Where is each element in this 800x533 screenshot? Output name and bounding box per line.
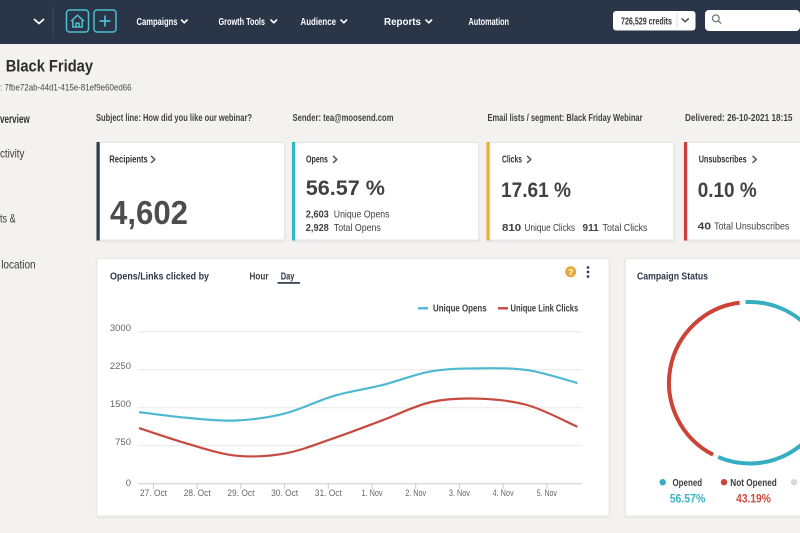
- svg-text:Day: Day: [281, 271, 295, 283]
- svg-text:5. Nov: 5. Nov: [537, 488, 557, 499]
- svg-text:Unique Link Clicks: Unique Link Clicks: [511, 303, 579, 315]
- svg-text:Email lists / segment: Black F: Email lists / segment: Black Friday Webi…: [488, 112, 643, 124]
- svg-text:Opened: Opened: [673, 477, 703, 489]
- svg-text:810: 810: [502, 222, 521, 234]
- svg-text:Total Clicks: Total Clicks: [603, 222, 648, 234]
- svg-text:0: 0: [126, 478, 131, 489]
- svg-text:ts &: ts &: [0, 211, 16, 225]
- svg-text:1. Nov: 1. Nov: [362, 488, 383, 499]
- svg-text:Not Opened: Not Opened: [730, 477, 777, 489]
- svg-text:2,603: 2,603: [306, 209, 329, 221]
- svg-text:30. Oct: 30. Oct: [271, 488, 298, 499]
- svg-text:: 7fbe72ab-44d1-415e-81ef9e60e: : 7fbe72ab-44d1-415e-81ef9e60ed66: [0, 83, 132, 94]
- svg-text:28. Oct: 28. Oct: [184, 488, 211, 499]
- svg-text:Hour: Hour: [250, 271, 269, 283]
- svg-text:Campaign Status: Campaign Status: [637, 271, 708, 283]
- svg-text:Delivered: 26-10-2021 18:15: Delivered: 26-10-2021 18:15: [685, 112, 793, 124]
- svg-text:Total Unsubscribes: Total Unsubscribes: [714, 221, 789, 233]
- svg-text:?: ?: [568, 267, 573, 277]
- svg-text:31. Oct: 31. Oct: [315, 488, 342, 499]
- svg-text:Unsubscribes: Unsubscribes: [699, 153, 747, 165]
- svg-text:2250: 2250: [110, 361, 131, 372]
- svg-text:17.61 %: 17.61 %: [501, 179, 571, 202]
- svg-text:2,928: 2,928: [306, 222, 329, 234]
- svg-text:Recipients: Recipients: [109, 153, 148, 165]
- svg-text:Subject line: How did you like: Subject line: How did you like our webin…: [96, 112, 252, 124]
- svg-text:Unique Clicks: Unique Clicks: [525, 222, 576, 234]
- svg-text:Black Friday: Black Friday: [6, 57, 94, 76]
- svg-text:Sender: tea@moosend.com: Sender: tea@moosend.com: [293, 112, 394, 124]
- svg-text:Opens/Links clicked by: Opens/Links clicked by: [110, 271, 209, 283]
- svg-text:4,602: 4,602: [110, 195, 188, 232]
- svg-text:0.10 %: 0.10 %: [698, 179, 757, 202]
- svg-text:Clicks: Clicks: [502, 153, 522, 165]
- svg-text:Audience: Audience: [301, 16, 337, 28]
- svg-text:1500: 1500: [110, 399, 131, 410]
- svg-text:Reports: Reports: [384, 16, 421, 28]
- svg-text:Growth Tools: Growth Tools: [219, 16, 266, 28]
- svg-text:3. Nov: 3. Nov: [449, 488, 470, 499]
- svg-text:750: 750: [115, 437, 131, 448]
- svg-text:27. Oct: 27. Oct: [140, 488, 167, 499]
- svg-text:Campaigns: Campaigns: [137, 16, 178, 28]
- svg-text:3000: 3000: [110, 323, 131, 334]
- svg-text:4. Nov: 4. Nov: [493, 488, 514, 499]
- svg-text:56.57%: 56.57%: [670, 494, 706, 506]
- svg-text:726,529 credits: 726,529 credits: [621, 16, 672, 28]
- svg-text:ctivity: ctivity: [0, 147, 24, 161]
- svg-text:56.57 %: 56.57 %: [306, 177, 386, 200]
- svg-text:Unique Opens: Unique Opens: [334, 209, 390, 221]
- svg-text:Opens: Opens: [306, 153, 328, 165]
- svg-text:43.19%: 43.19%: [736, 494, 771, 506]
- svg-text:911: 911: [583, 222, 599, 234]
- svg-text:2. Nov: 2. Nov: [405, 488, 426, 499]
- svg-text:40: 40: [698, 221, 712, 233]
- svg-text:29. Oct: 29. Oct: [227, 488, 254, 499]
- svg-text:location: location: [1, 257, 35, 271]
- svg-text:verview: verview: [0, 112, 30, 126]
- svg-text:Automation: Automation: [469, 16, 510, 28]
- svg-text:Total Opens: Total Opens: [334, 222, 381, 234]
- svg-text:Unique Opens: Unique Opens: [433, 303, 487, 315]
